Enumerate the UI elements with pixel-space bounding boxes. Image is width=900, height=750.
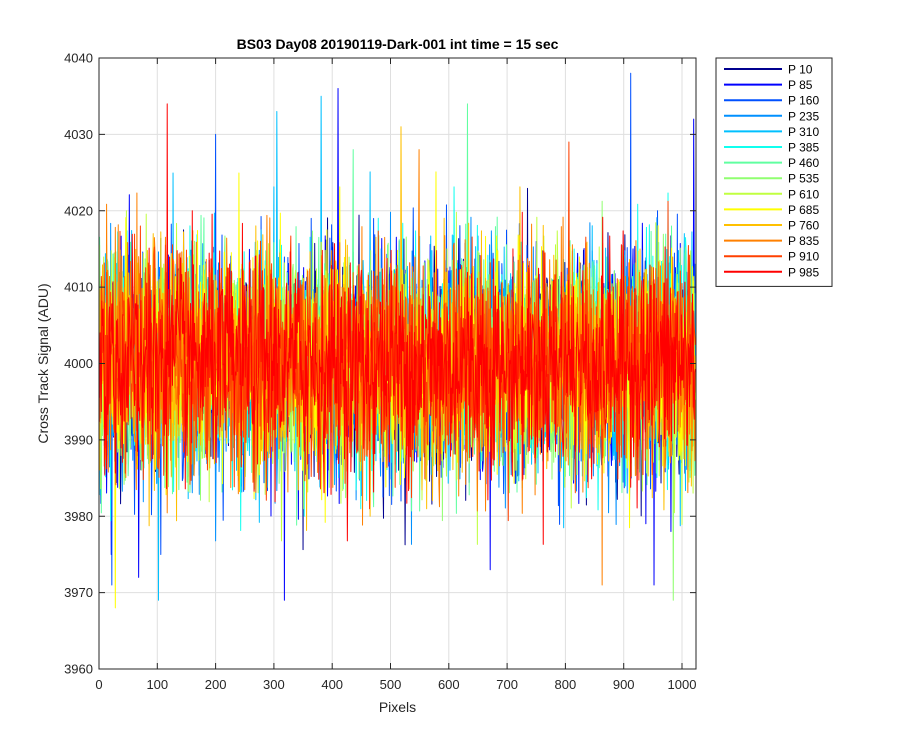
y-tick-label: 3990 (64, 432, 93, 447)
legend-label-p-685: P 685 (788, 203, 819, 217)
x-tick-label: 800 (555, 677, 577, 692)
y-axis-label: Cross Track Signal (ADU) (35, 283, 51, 443)
legend-label-p-10: P 10 (788, 63, 813, 77)
x-tick-label: 600 (438, 677, 460, 692)
legend-label-p-985: P 985 (788, 265, 819, 279)
y-tick-label: 3970 (64, 585, 93, 600)
legend-label-p-310: P 310 (788, 125, 819, 139)
series-line-p-985 (98, 103, 696, 545)
legend-label-p-760: P 760 (788, 219, 819, 233)
x-tick-label: 300 (263, 677, 285, 692)
legend-label-p-610: P 610 (788, 187, 819, 201)
legend-label-p-235: P 235 (788, 109, 819, 123)
series-lines (98, 72, 696, 609)
legend-label-p-160: P 160 (788, 94, 819, 108)
legend-label-p-385: P 385 (788, 141, 819, 155)
legend-label-p-460: P 460 (788, 156, 819, 170)
x-tick-label: 500 (380, 677, 402, 692)
y-tick-label: 4040 (64, 51, 93, 66)
x-tick-label: 400 (321, 677, 343, 692)
chart-title: BS03 Day08 20190119-Dark-001 int time = … (237, 36, 559, 52)
x-axis-label: Pixels (379, 699, 416, 715)
x-tick-label: 200 (205, 677, 227, 692)
x-tick-label: 700 (496, 677, 518, 692)
legend-label-p-535: P 535 (788, 172, 819, 186)
y-tick-label: 4010 (64, 280, 93, 295)
x-tick-label: 900 (613, 677, 635, 692)
y-tick-label: 4030 (64, 127, 93, 142)
legend-label-p-85: P 85 (788, 78, 813, 92)
y-tick-label: 3960 (64, 662, 93, 677)
y-tick-label: 4020 (64, 203, 93, 218)
legend-box (715, 57, 833, 287)
x-tick-label: 0 (95, 677, 102, 692)
legend-label-p-835: P 835 (788, 234, 819, 248)
y-tick-label: 4000 (64, 356, 93, 371)
x-tick-label: 1000 (668, 677, 697, 692)
legend-label-p-910: P 910 (788, 250, 819, 264)
y-tick-label: 3980 (64, 509, 93, 524)
x-tick-label: 100 (146, 677, 168, 692)
ticks: 0 100 200 300 400 500 600 700 800 900 1000 3960 3970… (64, 51, 696, 693)
